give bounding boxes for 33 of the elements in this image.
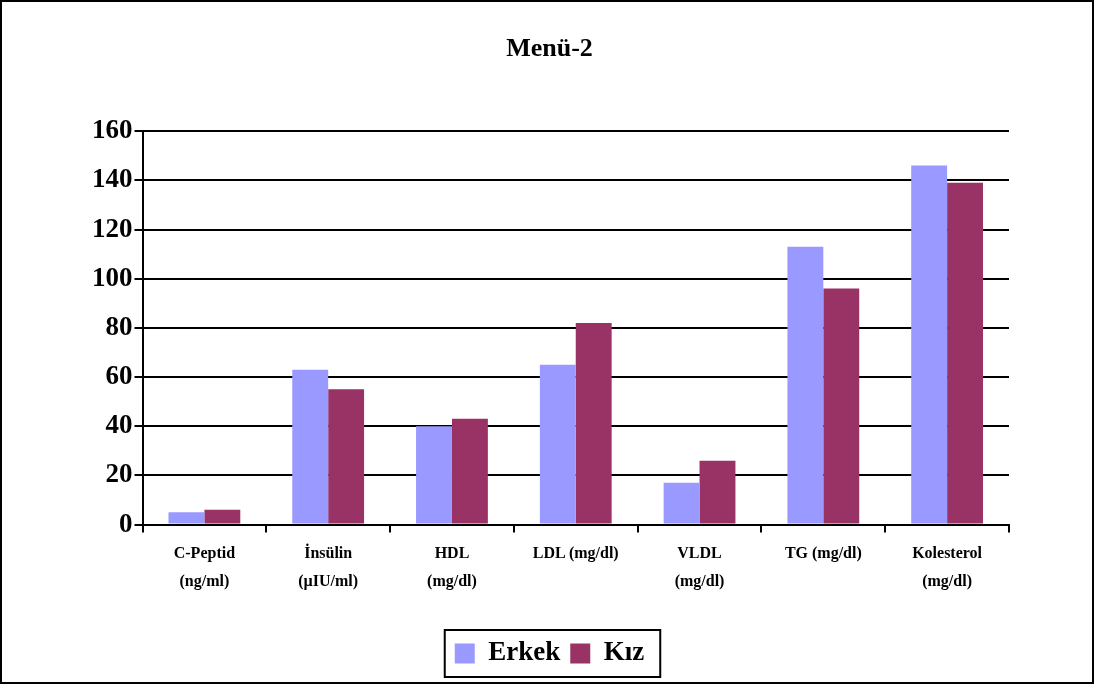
x-tick-label: LDL (mg/dl) <box>532 544 619 563</box>
y-tick-label: 160 <box>92 114 133 145</box>
bar <box>911 165 948 524</box>
y-tick-label: 140 <box>92 163 133 194</box>
legend-label: Erkek <box>488 636 561 667</box>
x-tick-label: HDL (mg/dl) <box>427 544 477 590</box>
y-tick-label: 100 <box>92 261 133 292</box>
chart-title: Menü-2 <box>506 33 593 63</box>
x-tick-label: Kolesterol (mg/dl) <box>912 544 983 590</box>
y-tick-label: 120 <box>92 212 133 243</box>
bar <box>204 509 241 524</box>
y-tick-label: 60 <box>105 360 133 391</box>
bar <box>823 288 860 524</box>
bar <box>539 364 576 524</box>
bar <box>292 369 329 524</box>
x-tick-label: TG (mg/dl) <box>784 544 862 563</box>
bar <box>575 322 612 524</box>
x-tick-label: C-Peptid (ng/ml) <box>173 544 236 590</box>
bar <box>451 418 488 524</box>
y-tick-label: 40 <box>105 409 133 440</box>
bar <box>416 426 452 524</box>
bar <box>663 482 700 524</box>
bar <box>168 512 205 524</box>
bar <box>328 389 365 524</box>
bar <box>699 460 736 524</box>
legend-label: Kız <box>603 636 645 667</box>
x-tick-label: İnsülin (µIU/ml) <box>298 543 359 590</box>
y-tick-label: 0 <box>119 507 133 538</box>
x-tick-label: VLDL (mg/dl) <box>674 544 725 590</box>
y-tick-label: 80 <box>105 310 133 341</box>
bar <box>787 246 824 524</box>
bar <box>947 182 984 524</box>
y-tick-label: 20 <box>105 458 133 489</box>
